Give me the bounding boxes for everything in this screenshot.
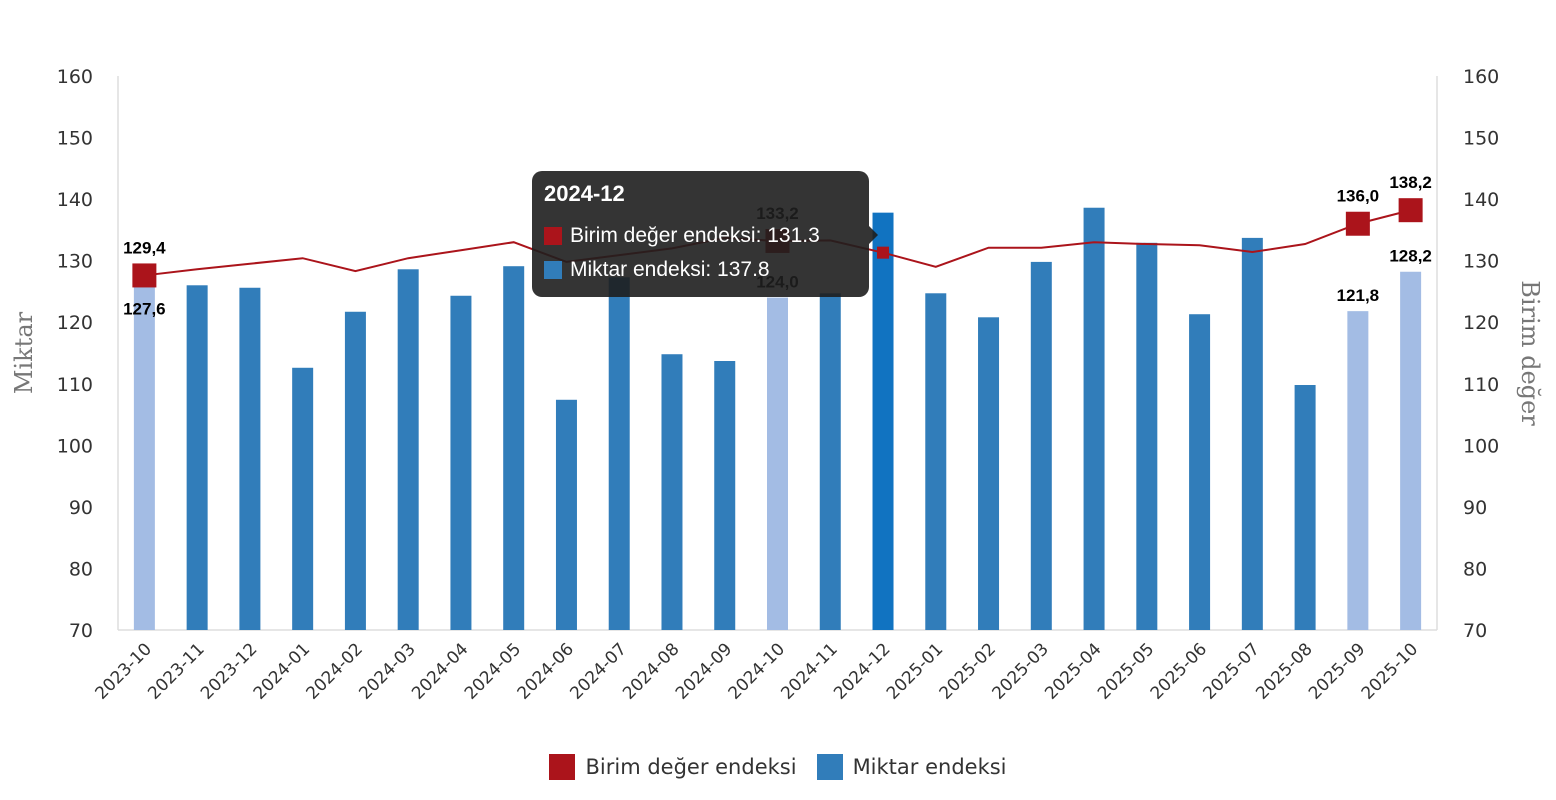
y-axis-title: Miktar [10, 311, 38, 394]
y2-tick-label: 130 [1463, 251, 1499, 273]
bar-2024-10 [767, 297, 788, 630]
x-tick-label: 2023-10 [92, 639, 156, 703]
x-tick-label: 2024-10 [725, 639, 789, 703]
x-tick-label: 2024-02 [303, 639, 367, 703]
x-tick-label: 2023-11 [144, 639, 208, 703]
tooltip-row-label: Miktar endeksi: 137.8 [570, 258, 770, 281]
line-marker-2025-09 [1345, 211, 1370, 236]
y-tick-label: 160 [57, 66, 93, 88]
y2-tick-label: 160 [1463, 66, 1499, 88]
bar-2024-06 [555, 399, 577, 630]
tooltip-row-quantity: Miktar endeksi: 137.8 [544, 253, 857, 287]
bar-2024-02 [344, 311, 366, 630]
line-marker-2025-10 [1398, 198, 1423, 223]
x-tick-label: 2025-02 [936, 639, 1000, 703]
bar-2024-11 [819, 293, 841, 630]
bar-2023-10 [133, 264, 155, 630]
y-tick-label: 70 [69, 620, 93, 642]
x-tick-label: 2024-01 [250, 639, 314, 703]
x-tick-label: 2024-08 [619, 639, 683, 703]
tooltip-title: 2024-12 [544, 181, 625, 206]
y2-tick-label: 110 [1463, 374, 1499, 396]
legend-item-quantity[interactable]: Miktar endeksi [816, 754, 1007, 780]
y-tick-label: 80 [69, 558, 93, 580]
bar-2024-05 [503, 266, 525, 630]
data-label-bottom: 121,8 [1337, 286, 1380, 305]
legend: Birim değer endeksi Miktar endeksi [0, 754, 1556, 780]
legend-swatch [816, 754, 843, 780]
y2-axis-title: Birim değer [1516, 280, 1544, 426]
bar-2024-04 [450, 295, 472, 630]
bar-2025-09 [1347, 311, 1369, 630]
data-label-bottom: 127,6 [123, 299, 166, 318]
bar-2025-02 [978, 317, 1000, 630]
tooltip: 2024-12 Birim değer endeksi: 131.3 Mikta… [532, 171, 878, 297]
y2-tick-label: 140 [1463, 189, 1499, 211]
legend-label: Miktar endeksi [852, 755, 1007, 779]
x-tick-label: 2023-12 [197, 639, 261, 703]
x-tick-label: 2025-05 [1094, 639, 1158, 703]
x-tick-label: 2024-03 [355, 639, 419, 703]
line-marker-2023-10 [132, 263, 157, 288]
bar-2025-05 [1136, 242, 1158, 630]
x-tick-label: 2024-04 [408, 639, 472, 703]
legend-item-unit-value[interactable]: Birim değer endeksi [549, 754, 797, 780]
x-tick-label: 2025-06 [1147, 639, 1211, 703]
bar-2024-01 [292, 367, 314, 630]
y2-tick-label: 90 [1463, 497, 1487, 519]
data-label-top: 129,4 [123, 238, 166, 257]
bar-2024-09 [714, 361, 736, 630]
y-tick-label: 110 [57, 374, 93, 396]
x-tick-label: 2025-08 [1252, 639, 1316, 703]
y-tick-label: 130 [57, 251, 93, 273]
legend-label: Birim değer endeksi [585, 755, 797, 779]
x-tick-label: 2024-06 [514, 639, 578, 703]
data-label-bottom: 128,2 [1389, 247, 1432, 266]
x-tick-label: 2025-07 [1200, 639, 1264, 703]
tooltip-row-unit-value: Birim değer endeksi: 131.3 [544, 219, 857, 253]
bar-2024-03 [397, 269, 419, 630]
bar-2025-01 [925, 293, 947, 630]
y-tick-label: 100 [57, 435, 93, 457]
x-tick-label: 2024-07 [566, 639, 630, 703]
line-marker-hover [877, 246, 890, 259]
x-tick-label: 2024-09 [672, 639, 736, 703]
y2-tick-label: 80 [1463, 558, 1487, 580]
bar-2025-10 [1400, 271, 1422, 630]
bar-2023-11 [186, 285, 208, 630]
bar-2025-07 [1241, 237, 1263, 630]
bar-2024-08 [661, 354, 683, 630]
x-tick-label: 2024-12 [830, 639, 894, 703]
x-tick-label: 2025-03 [988, 639, 1052, 703]
x-tick-label: 2024-11 [777, 639, 841, 703]
data-label-top: 138,2 [1389, 173, 1432, 192]
data-label-top: 136,0 [1337, 187, 1380, 206]
y-tick-label: 150 [57, 128, 93, 150]
y2-tick-label: 120 [1463, 312, 1499, 334]
tooltip-row-label: Birim değer endeksi: 131.3 [570, 224, 820, 247]
x-tick-label: 2025-01 [883, 639, 947, 703]
y2-tick-label: 70 [1463, 620, 1487, 642]
x-tick-label: 2025-04 [1041, 639, 1105, 703]
bar-2025-03 [1030, 261, 1052, 630]
bar-2025-04 [1083, 207, 1105, 630]
tooltip-swatch-blue [544, 261, 562, 279]
bar-2025-08 [1294, 385, 1316, 630]
bar-2024-12 [872, 212, 894, 631]
bar-2025-06 [1189, 314, 1211, 630]
y-tick-label: 120 [57, 312, 93, 334]
x-tick-label: 2025-09 [1305, 639, 1369, 703]
y-tick-label: 140 [57, 189, 93, 211]
y2-tick-label: 100 [1463, 435, 1499, 457]
y-tick-label: 90 [69, 497, 93, 519]
tooltip-swatch-red [544, 227, 562, 245]
x-tick-label: 2024-05 [461, 639, 525, 703]
y2-tick-label: 150 [1463, 128, 1499, 150]
legend-swatch [549, 754, 576, 780]
bar-2023-12 [239, 287, 261, 630]
x-tick-label: 2025-10 [1358, 639, 1422, 703]
bar-2024-07 [608, 277, 630, 630]
